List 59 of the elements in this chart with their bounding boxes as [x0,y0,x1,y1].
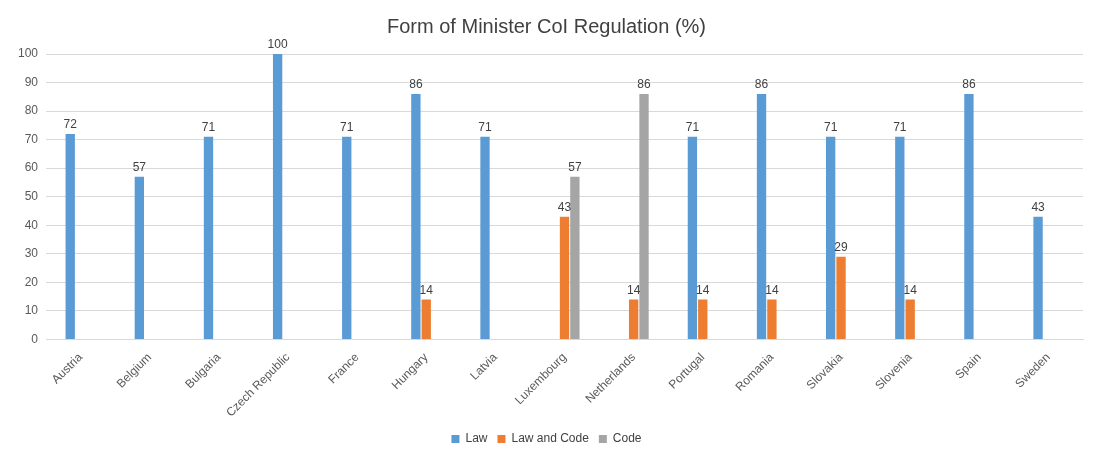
bar [767,299,777,339]
y-tick-label: 70 [24,131,39,146]
data-label: 72 [63,117,78,132]
data-label: 14 [696,282,710,297]
bar [421,299,431,339]
bar [342,136,352,339]
data-label: 86 [409,77,423,92]
bar [272,54,283,339]
bar [826,136,836,339]
bar [1033,216,1043,339]
bar [628,299,639,339]
data-label: 14 [765,282,779,297]
bar [836,256,846,339]
y-tick-label: 90 [24,74,39,89]
y-tick-label: 40 [24,217,39,232]
data-label: 71 [685,120,700,135]
y-tick-label: 10 [24,303,39,318]
y-tick-label: 80 [24,103,39,118]
data-label: 86 [754,77,769,92]
bar [964,93,974,339]
bar [411,93,421,339]
legend-label: Law [465,431,488,446]
data-label: 71 [201,120,216,135]
bar [65,133,75,339]
chart-title: Form of Minister CoI Regulation (%) [387,14,706,37]
bar [570,176,580,339]
bar [639,93,649,339]
y-tick-label: 0 [31,331,39,346]
bar [687,136,698,339]
data-label: 14 [903,282,918,297]
data-label: 86 [962,77,976,92]
data-label: 57 [132,160,147,175]
data-label: 14 [626,282,641,297]
bar [134,176,145,339]
data-label: 86 [637,77,652,92]
data-label: 29 [834,239,849,254]
data-label: 57 [568,160,582,175]
legend-label: Code [612,431,642,446]
legend-label: Law and Code [511,431,590,446]
bar [559,216,570,339]
data-label: 100 [267,37,288,52]
data-label: 71 [823,120,838,135]
y-tick-label: 20 [24,274,39,289]
bar [905,299,915,339]
bar [480,136,490,339]
data-label: 43 [557,199,572,214]
data-label: 71 [893,120,907,135]
data-label: 43 [1031,199,1046,214]
data-label: 14 [419,282,434,297]
y-tick-label: 100 [17,46,39,61]
data-label: 71 [340,120,354,135]
y-tick-label: 60 [24,160,39,175]
y-tick-label: 50 [24,189,39,204]
y-tick-label: 30 [24,246,39,261]
data-label: 71 [478,120,492,135]
bar [895,136,905,339]
bar [698,299,708,339]
bar [756,93,767,339]
bar [203,136,214,339]
